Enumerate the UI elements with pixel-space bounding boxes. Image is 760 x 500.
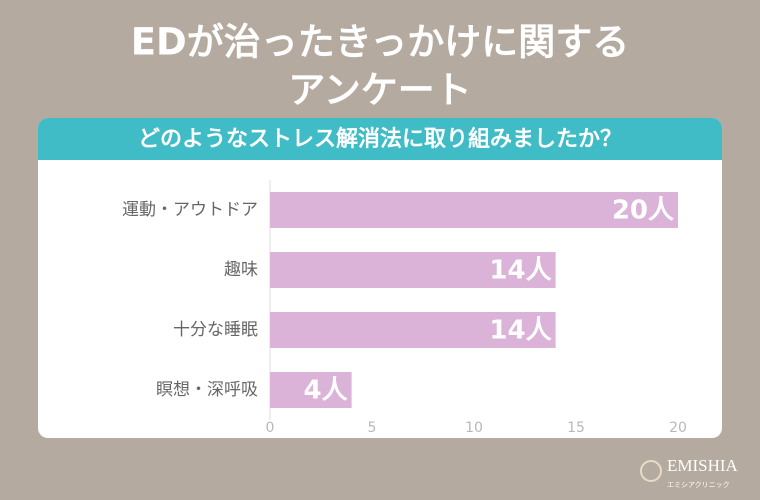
logo-icon	[640, 460, 662, 482]
y-tick-label: 趣味	[224, 260, 258, 280]
x-tick-label: 5	[368, 420, 377, 436]
x-tick-label: 15	[567, 420, 585, 436]
chart-title: EDが治ったきっかけに関する	[131, 21, 630, 64]
logo: EMISHIA エミシアクリニック	[640, 456, 739, 489]
value-label: 14人	[489, 316, 551, 346]
x-tick-label: 20	[669, 420, 687, 436]
bar	[270, 312, 556, 348]
panel-header	[38, 118, 722, 160]
x-tick-label: 10	[465, 420, 483, 436]
value-label: 20人	[612, 196, 674, 226]
bar	[270, 372, 352, 408]
y-tick-label: 瞑想・深呼吸	[156, 380, 258, 400]
x-tick-label: 0	[266, 420, 275, 436]
chart-subtitle: どのようなストレス解消法に取り組みましたか？	[138, 126, 622, 152]
logo-name: EMISHIA	[667, 456, 739, 475]
bar	[270, 252, 556, 288]
chart-title: アンケート	[288, 69, 472, 112]
bar	[270, 192, 678, 228]
value-label: 4人	[304, 376, 348, 406]
y-tick-label: 十分な睡眠	[173, 320, 258, 340]
value-label: 14人	[489, 256, 551, 286]
y-tick-label: 運動・アウトドア	[122, 200, 258, 220]
logo-subtext: エミシアクリニック	[667, 481, 730, 489]
